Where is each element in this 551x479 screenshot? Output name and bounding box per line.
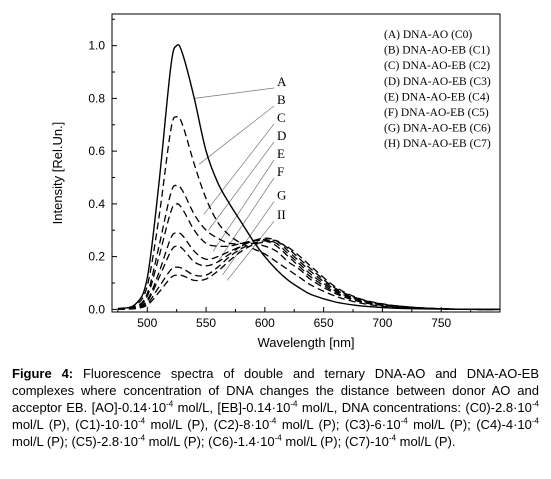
legend: (A) DNA-AO (C0) (B) DNA-AO-EB (C1) (C) DNA… [384, 29, 491, 150]
x-tick-label: 600 [255, 316, 275, 330]
x-axis-label: Wavelength [nm] [257, 335, 354, 350]
leader-lines [194, 87, 275, 281]
legend-entry-h: (H) DNA-AO-EB (C7) [384, 138, 491, 150]
leader-line-h [226, 220, 275, 281]
x-tick-label: 650 [314, 316, 334, 330]
fluorescence-chart: 500 550 600 650 700 750 0.0 0.2 0.4 0.6 0.8 1.0 Wav… [50, 13, 501, 350]
y-tick-label: 0.4 [88, 197, 105, 211]
spectra-curves [117, 43, 501, 311]
leader-line-f [217, 177, 275, 263]
curve-letter-g: G [277, 187, 286, 202]
leader-line-c [203, 123, 275, 215]
curve-letter-b: B [277, 92, 286, 107]
curve-letter-e: E [277, 146, 285, 161]
caption-label: Figure 4: [12, 366, 74, 381]
curve-letter-d: D [277, 128, 286, 143]
legend-entry-b: (B) DNA-AO-EB (C1) [384, 45, 490, 57]
y-axis-label: Intensity [Rel.Un.] [50, 122, 65, 225]
legend-entry-g: (G) DNA-AO-EB (C6) [384, 123, 491, 135]
curve-letter-h: II [277, 207, 286, 222]
series-line-g [117, 239, 501, 311]
y-tick-label: 0.6 [88, 144, 105, 158]
y-tick-label: 1.0 [88, 39, 105, 53]
legend-entry-a: (A) DNA-AO (C0) [384, 29, 472, 41]
plot-frame [111, 13, 501, 313]
curve-letter-c: C [277, 110, 286, 125]
legend-entry-c: (C) DNA-AO-EB (C2) [384, 60, 490, 72]
series-line-e [117, 232, 501, 311]
y-tick-label: 0.8 [88, 91, 105, 105]
legend-entry-d: (D) DNA-AO-EB (C3) [384, 76, 491, 88]
legend-entry-f: (F) DNA-AO-EB (C5) [384, 107, 489, 119]
figure-caption: Figure 4: Fluorescence spectra of double… [12, 365, 539, 450]
curve-letter-a: A [277, 74, 287, 89]
y-tick-label: 0.0 [88, 302, 105, 316]
leader-line-d [208, 141, 275, 231]
leader-line-e [212, 159, 275, 252]
series-line-h [117, 240, 501, 311]
x-tick-label: 500 [137, 316, 157, 330]
curve-letter-f: F [277, 164, 284, 179]
legend-entry-e: (E) DNA-AO-EB (C4) [384, 91, 490, 103]
caption-text: Fluorescence spectra of double and terna… [12, 366, 539, 449]
series-line-b [117, 115, 501, 311]
y-tick-label: 0.2 [88, 250, 105, 264]
series-line-c [117, 184, 501, 311]
axis-ticks: 500 550 600 650 700 750 0.0 0.2 0.4 0.6 0.8 1.0 [88, 18, 501, 330]
leader-line-a [194, 87, 275, 99]
leader-line-g [222, 201, 275, 276]
x-tick-label: 750 [431, 316, 451, 330]
x-tick-label: 550 [196, 316, 216, 330]
series-line-f [117, 237, 501, 311]
x-tick-label: 700 [372, 316, 392, 330]
leader-line-b [198, 105, 275, 165]
